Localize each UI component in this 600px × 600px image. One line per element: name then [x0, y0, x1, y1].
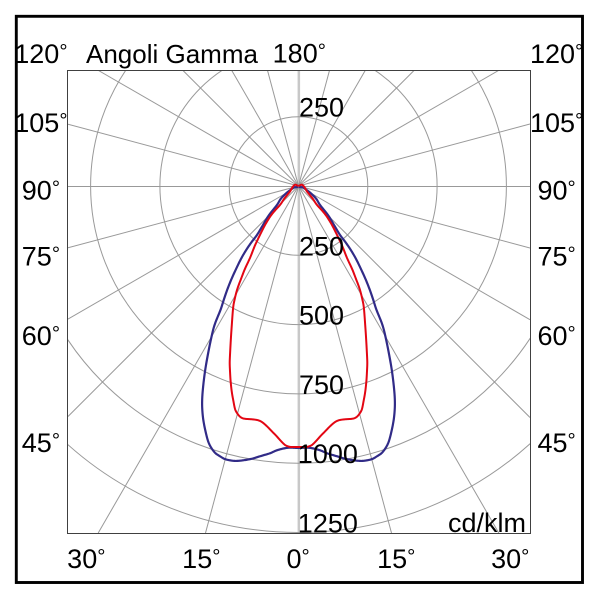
svg-text:1000: 1000	[298, 439, 358, 469]
svg-text:1250: 1250	[298, 509, 358, 539]
svg-text:250: 250	[299, 231, 344, 261]
svg-text:0°: 0°	[286, 544, 309, 574]
svg-text:250: 250	[299, 93, 344, 123]
svg-text:105°: 105°	[14, 108, 67, 138]
svg-text:500: 500	[299, 301, 344, 331]
svg-text:105°: 105°	[530, 108, 583, 138]
svg-text:120°: 120°	[14, 39, 67, 69]
svg-text:75°: 75°	[22, 242, 60, 272]
svg-text:180°: 180°	[273, 39, 326, 69]
svg-text:Angoli Gamma: Angoli Gamma	[86, 39, 258, 69]
svg-text:750: 750	[299, 370, 344, 400]
svg-text:60°: 60°	[537, 321, 575, 351]
svg-text:120°: 120°	[530, 39, 583, 69]
svg-text:cd/klm: cd/klm	[448, 508, 526, 538]
